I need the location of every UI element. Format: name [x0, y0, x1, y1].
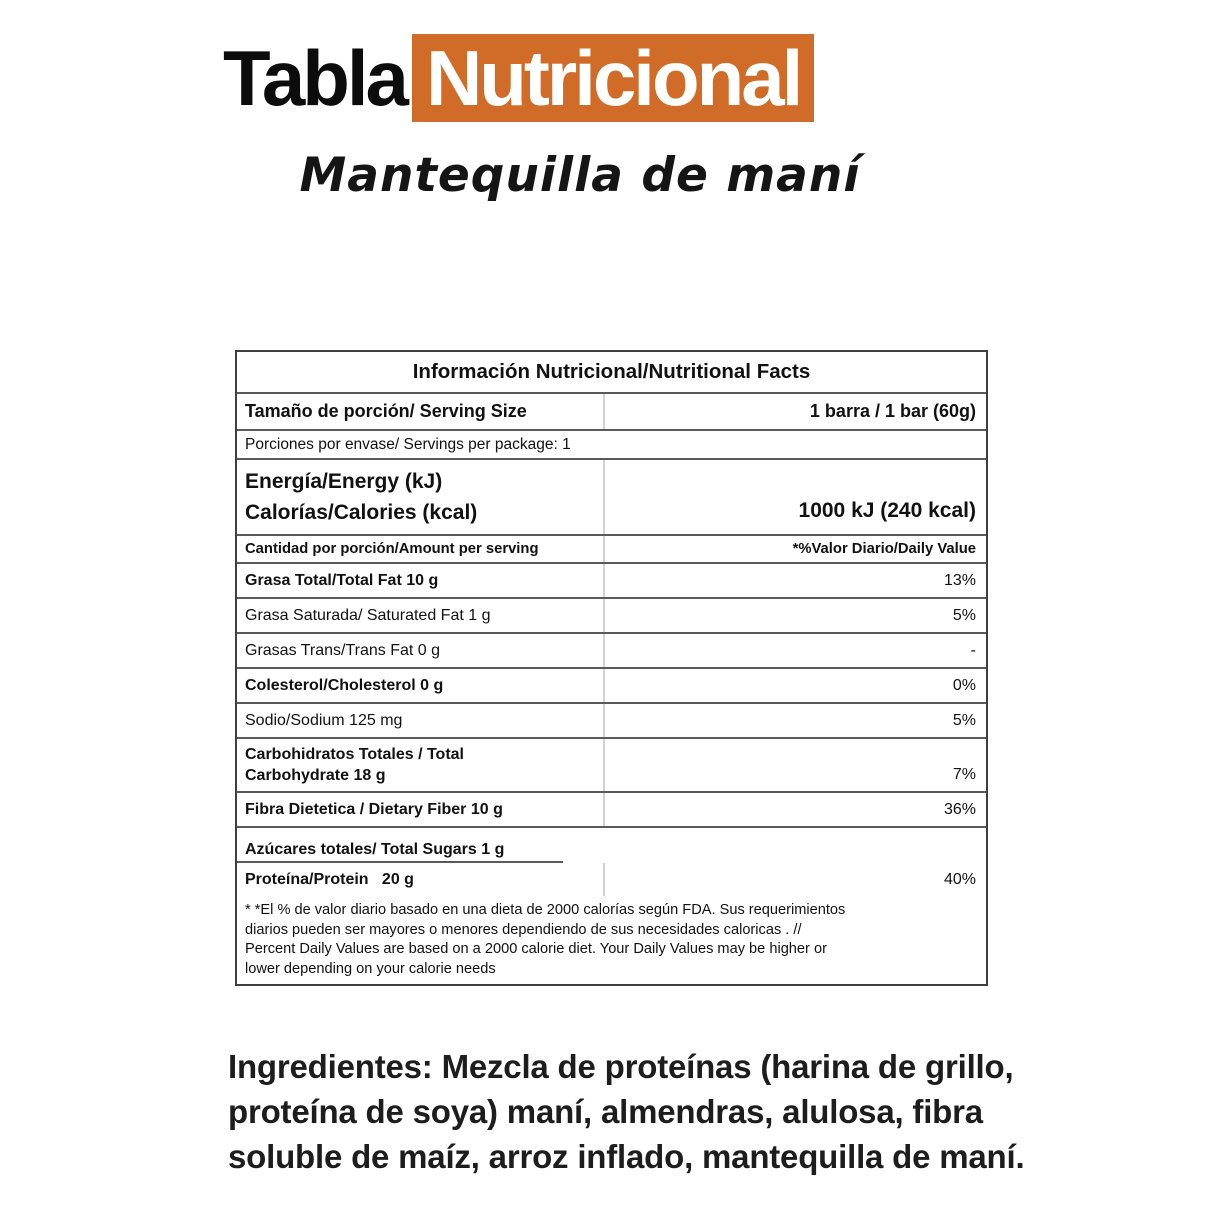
column-header-row: Cantidad por porción/Amount per serving … — [237, 536, 986, 564]
table-row: Azúcares totales/ Total Sugars 1 g — [237, 828, 986, 863]
row-label: Proteína/Protein 20 g — [245, 871, 414, 888]
table-row: Grasas Trans/Trans Fat 0 g - — [237, 634, 986, 669]
row-value: 36% — [602, 793, 987, 826]
serving-size-value: 1 barra / 1 bar (60g) — [602, 394, 987, 429]
table-row: Grasa Total/Total Fat 10 g 13% — [237, 564, 986, 599]
column-header-left: Cantidad por porción/Amount per serving — [245, 541, 539, 557]
row-label: Azúcares totales/ Total Sugars 1 g — [245, 841, 505, 858]
row-label: Sodio/Sodium 125 mg — [245, 712, 403, 729]
brand-title: Tabla Nutricional — [223, 34, 815, 122]
servings-per-package: Porciones por envase/ Servings per packa… — [245, 436, 571, 453]
daily-value-footnote: * *El % de valor diario basado en una di… — [245, 902, 846, 977]
table-row: Sodio/Sodium 125 mg 5% — [237, 704, 986, 739]
row-label: Grasa Saturada/ Saturated Fat 1 g — [245, 607, 491, 624]
table-row: Colesterol/Cholesterol 0 g 0% — [237, 669, 986, 704]
row-label: Grasa Total/Total Fat 10 g — [245, 572, 439, 589]
nutrient-rows: Grasa Total/Total Fat 10 g 13% Grasa Satur… — [237, 564, 986, 896]
row-value: 7% — [602, 739, 987, 791]
row-label: Carbohidratos Totales / Total Carbohydra… — [245, 746, 464, 784]
energy-value: 1000 kJ (240 kcal) — [602, 460, 987, 534]
servings-per-package-row: Porciones por envase/ Servings per packa… — [237, 431, 986, 460]
row-value: - — [602, 634, 987, 667]
table-row: Carbohidratos Totales / Total Carbohydra… — [237, 739, 986, 793]
serving-size-row: Tamaño de porción/ Serving Size 1 barra … — [237, 394, 986, 431]
ingredients-text: Ingredientes: Mezcla de proteínas (harin… — [228, 1048, 1025, 1175]
row-value: 13% — [602, 564, 987, 597]
footnote-row: * *El % de valor diario basado en una di… — [237, 896, 986, 984]
row-value: 5% — [602, 599, 987, 632]
nutrition-table: Información Nutricional/Nutritional Fact… — [235, 350, 988, 986]
row-value: 0% — [602, 669, 987, 702]
serving-size-label: Tamaño de porción/ Serving Size — [245, 401, 527, 421]
row-label: Fibra Dietetica / Dietary Fiber 10 g — [245, 801, 503, 818]
brand-title-highlight-box: Nutricional — [411, 34, 815, 122]
table-row: Proteína/Protein 20 g 40% — [237, 863, 986, 896]
row-label: Colesterol/Cholesterol 0 g — [245, 677, 444, 694]
table-row: Grasa Saturada/ Saturated Fat 1 g 5% — [237, 599, 986, 634]
table-title-row: Información Nutricional/Nutritional Fact… — [237, 352, 986, 394]
column-header-right: *%Valor Diario/Daily Value — [602, 536, 987, 562]
row-label: Grasas Trans/Trans Fat 0 g — [245, 642, 441, 659]
row-value: 5% — [602, 704, 987, 737]
brand-title-black: Tabla — [223, 34, 409, 122]
table-row: Fibra Dietetica / Dietary Fiber 10 g 36% — [237, 793, 986, 828]
brand-title-highlight: Nutricional — [425, 34, 803, 122]
row-value: 40% — [602, 863, 987, 896]
energy-row: Energía/Energy (kJ) Calorías/Calories (k… — [237, 460, 986, 536]
energy-label: Energía/Energy (kJ) Calorías/Calories (k… — [245, 470, 478, 524]
product-name: Mantequilla de maní — [299, 148, 861, 203]
table-title: Información Nutricional/Nutritional Fact… — [412, 360, 811, 383]
